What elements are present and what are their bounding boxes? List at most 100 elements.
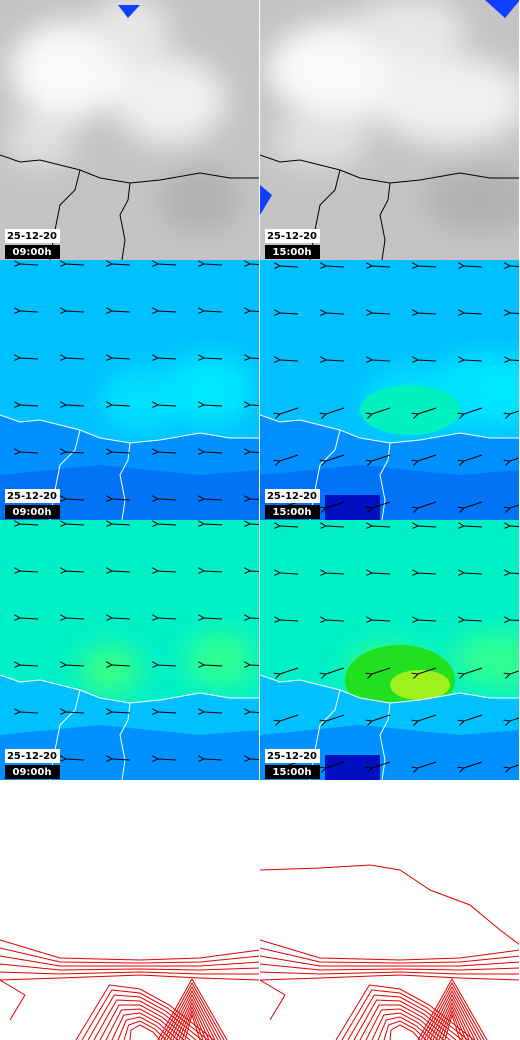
contour-line (0, 979, 26, 1021)
coastline (260, 674, 519, 704)
coastline (379, 442, 391, 520)
wind-arrow (510, 313, 519, 314)
wind-arrow (158, 499, 177, 500)
contour-panel (0, 780, 259, 1040)
wind-arrow (204, 759, 223, 760)
wind-arrow (326, 714, 345, 721)
wind-arrow (372, 454, 391, 461)
field-area (160, 168, 240, 232)
wind-arrow (204, 571, 223, 572)
wind-arrow (250, 524, 259, 525)
field-area (390, 670, 450, 700)
wind-arrow (204, 405, 223, 406)
wind-arrow (66, 405, 85, 406)
contour-line (0, 971, 259, 975)
coastline (0, 414, 259, 444)
wind-arrow (20, 618, 39, 619)
wind-arrow (204, 618, 223, 619)
wind-arrow (372, 266, 391, 267)
time-label: 15:00h (273, 767, 312, 778)
contour-line (371, 1012, 439, 1040)
field-area (451, 632, 519, 688)
contour-line (81, 989, 209, 1040)
map-panel: 25-12-20 15:00h (260, 0, 519, 260)
wind-arrow (510, 457, 519, 461)
wind-arrow (510, 360, 519, 361)
coastline (260, 154, 519, 184)
wind-arrow (204, 712, 223, 713)
wind-arrow (510, 266, 519, 267)
wind-arrow (418, 407, 437, 414)
wind-arrow (158, 358, 177, 359)
time-label: 09:00h (13, 507, 52, 518)
contour-line (353, 999, 457, 1040)
field-area (424, 168, 519, 232)
contour-line (260, 939, 519, 961)
contour-line (260, 971, 519, 975)
wind-arrow (158, 524, 177, 525)
time-box (5, 765, 60, 779)
coastline (260, 414, 519, 444)
contour-line (260, 963, 519, 971)
wind-arrow (158, 618, 177, 619)
wind-arrow (250, 311, 259, 312)
field-shading (5, 0, 240, 232)
blue-patch (118, 5, 140, 18)
wind-arrow (510, 764, 519, 768)
wind-arrow (250, 358, 259, 359)
contour-line (335, 984, 475, 1040)
wind-arrow (464, 407, 483, 414)
coastline (0, 674, 259, 704)
time-label: 15:00h (273, 247, 312, 258)
wind-arrow (20, 358, 39, 359)
wind-arrow (418, 573, 437, 574)
wind-arrow (112, 358, 131, 359)
wind-arrow (510, 573, 519, 574)
coastline (0, 154, 259, 184)
wind-arrow (204, 524, 223, 525)
wind-arrow (418, 714, 437, 721)
field-area (185, 632, 255, 688)
wind-arrow (20, 571, 39, 572)
wind-arrow (158, 712, 177, 713)
wind-arrow (158, 264, 177, 265)
wind-arrow (372, 620, 391, 621)
date-box (265, 229, 320, 243)
wind-arrow (66, 452, 85, 453)
wind-arrow (326, 667, 345, 674)
contour-line (260, 864, 519, 945)
wind-arrow (280, 313, 299, 314)
blue-patch (260, 185, 272, 215)
wind-arrow (250, 571, 259, 572)
wind-arrow (112, 665, 131, 666)
time-box (265, 765, 320, 779)
wind-arrow (372, 313, 391, 314)
wind-arrow (510, 620, 519, 621)
contour-line (0, 947, 259, 964)
wind-arrow (280, 266, 299, 267)
wind-arrow (158, 665, 177, 666)
wind-arrow (66, 665, 85, 666)
map-panel: 25-12-20 09:00h (0, 0, 259, 260)
wind-arrow (326, 526, 345, 527)
wind-arrow (418, 360, 437, 361)
contour-line (129, 1024, 161, 1040)
contour-line (93, 999, 197, 1040)
contour-line (160, 981, 225, 1040)
contour-line (260, 979, 286, 1021)
date-label: 25-12-20 (267, 751, 317, 762)
wind-arrow (158, 759, 177, 760)
contour-line (389, 1024, 421, 1040)
contour-line (163, 985, 222, 1040)
wind-arrow (280, 573, 299, 574)
coastline (379, 182, 391, 260)
wind-arrow (280, 667, 299, 674)
wind-arrow (250, 618, 259, 619)
date-label: 25-12-20 (267, 491, 317, 502)
wind-arrow (204, 264, 223, 265)
wind-arrow (20, 712, 39, 713)
map-panel: 25-12-20 09:00h (0, 520, 259, 780)
contour-line (87, 994, 203, 1040)
time-box (5, 505, 60, 519)
wind-arrow (158, 452, 177, 453)
